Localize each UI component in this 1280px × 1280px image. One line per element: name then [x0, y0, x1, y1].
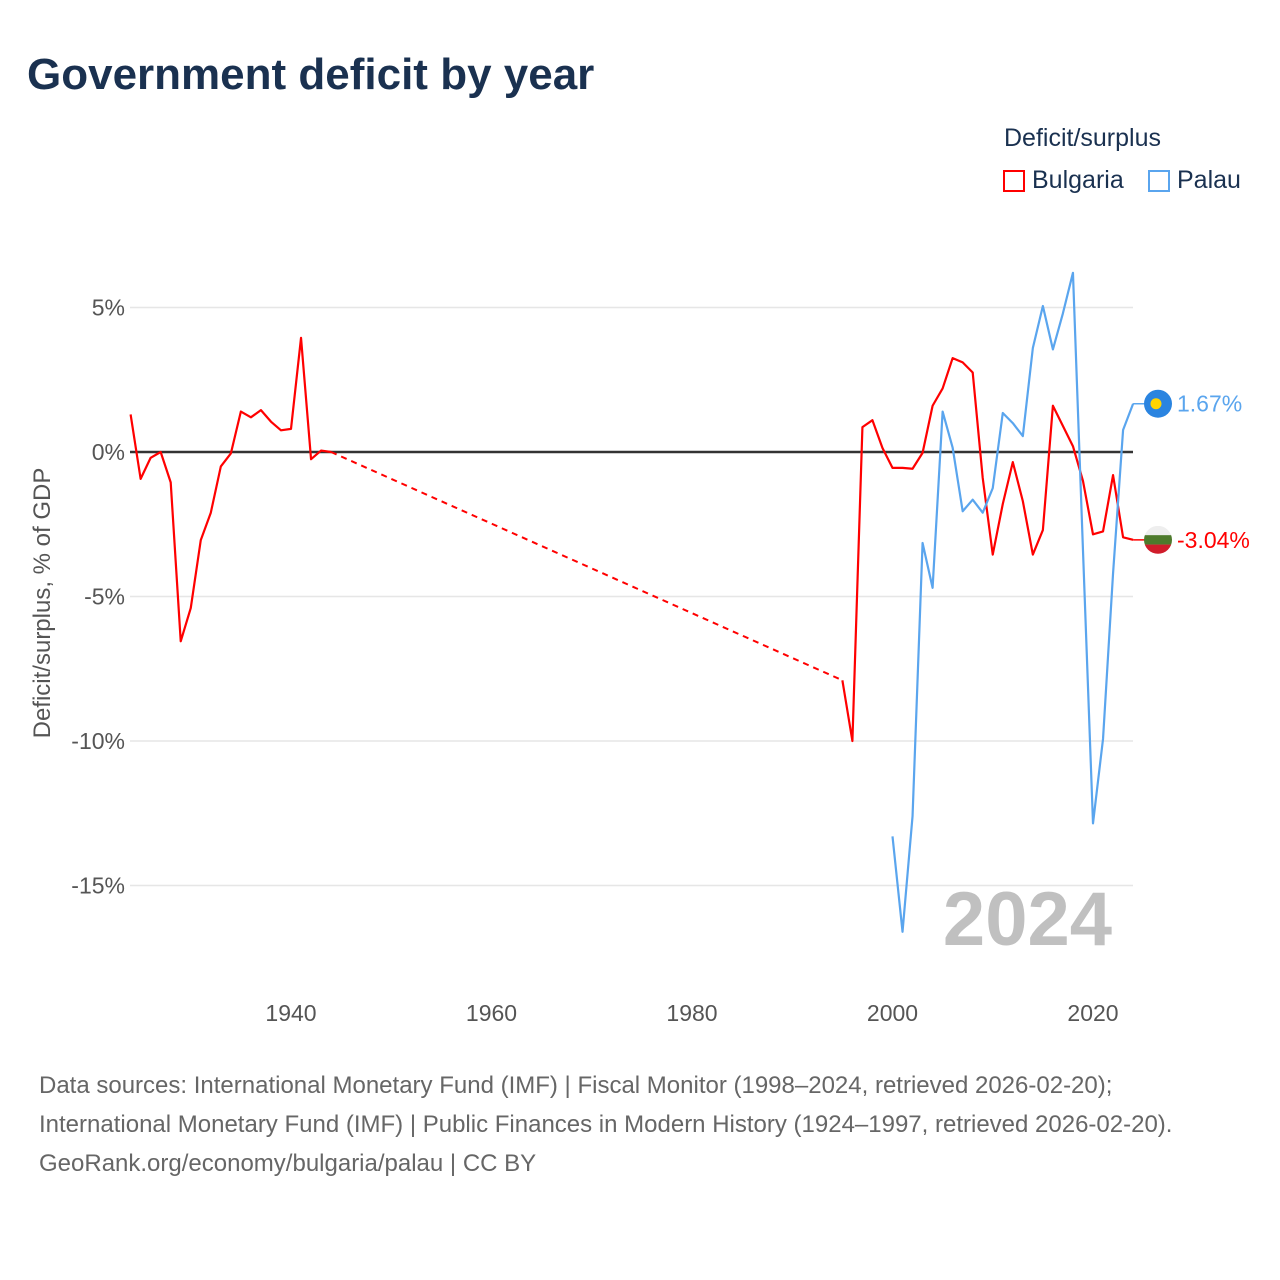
year-watermark: 2024: [943, 877, 1112, 962]
flag-green: [1144, 535, 1172, 545]
y-tick-label: -15%: [71, 873, 125, 899]
flag-red: [1144, 544, 1172, 554]
line-chart: Deficit/surplus, % of GDP 2024 5% 0% -5% -1…: [29, 271, 1250, 1026]
legend-title: Deficit/surplus: [1004, 124, 1161, 152]
y-tick-label: -10%: [71, 728, 125, 754]
legend-item-palau[interactable]: Palau: [1148, 166, 1241, 195]
data-sources: Data sources: International Monetary Fun…: [39, 1072, 1173, 1138]
y-tick-label: 0%: [92, 439, 125, 465]
x-tick-label: 1960: [466, 1000, 517, 1026]
x-tick-label: 2000: [867, 1000, 918, 1026]
end-label-bulgaria: -3.04%: [1177, 527, 1250, 553]
palau-flag-moon: [1150, 398, 1162, 410]
end-label-palau: 1.67%: [1177, 391, 1242, 417]
legend-swatch-bulgaria: [1003, 169, 1025, 192]
legend-swatch-palau: [1148, 169, 1170, 192]
flag-white: [1144, 525, 1172, 536]
credit-link[interactable]: GeoRank.org/economy/bulgaria/palau | CC …: [39, 1150, 537, 1177]
series-line-bulgaria: [129, 336, 332, 643]
series-gap-bulgaria: [330, 451, 843, 682]
series-line-bulgaria: [841, 356, 1134, 743]
legend-label-palau: Palau: [1177, 166, 1241, 194]
x-tick-label: 2020: [1067, 1000, 1118, 1026]
series-line-palau: [891, 271, 1135, 933]
y-tick-label: -5%: [84, 584, 125, 610]
bulgaria-flag-icon: [1144, 525, 1172, 554]
x-tick-label: 1940: [265, 1000, 316, 1026]
legend-label-bulgaria: Bulgaria: [1032, 166, 1124, 194]
footer: Data sources: International Monetary Fun…: [39, 1066, 1239, 1183]
chart-title: Government deficit by year: [27, 50, 595, 99]
x-tick-label: 1980: [666, 1000, 717, 1026]
y-tick-label: 5%: [92, 295, 125, 321]
legend-item-bulgaria[interactable]: Bulgaria: [1003, 166, 1124, 195]
y-axis-label: Deficit/surplus, % of GDP: [29, 468, 56, 739]
